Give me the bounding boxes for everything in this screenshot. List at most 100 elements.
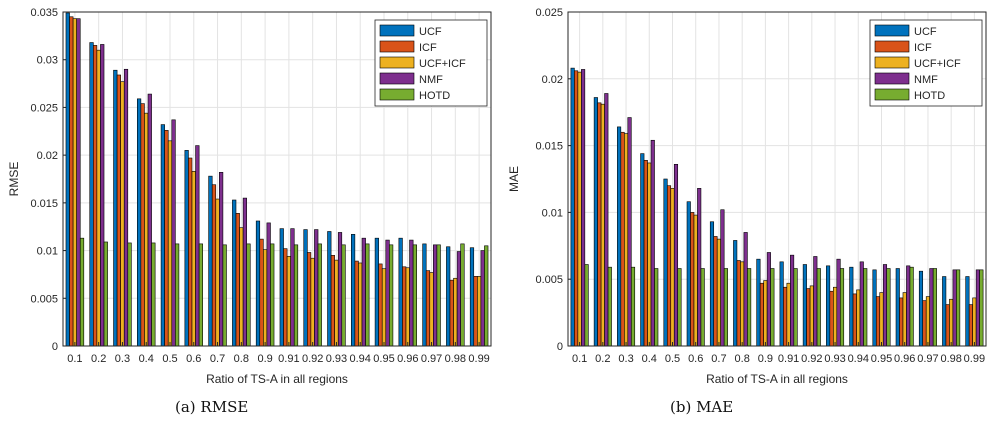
- x-tick-label: 0.2: [91, 353, 106, 365]
- x-tick-label: 0.7: [210, 353, 225, 365]
- x-tick-label: 0.91: [778, 353, 799, 365]
- bar-hotd-0.92: [317, 243, 322, 347]
- bar-ucf-icf-0.5: [670, 188, 675, 347]
- bar-hotd-0.3: [127, 242, 132, 347]
- bar-ucf-icf-0.91: [786, 282, 791, 347]
- bar-icf-0.1: [574, 70, 579, 347]
- x-tick-label: 0.1: [572, 353, 587, 365]
- y-tick-label: 0.015: [30, 198, 58, 210]
- bar-hotd-0.5: [677, 268, 682, 347]
- bar-ucf-icf-0.1: [577, 71, 582, 347]
- bar-ucf-0.5: [160, 124, 165, 347]
- legend-label-ucf: UCF: [419, 26, 442, 38]
- bar-ucf-icf-0.91: [286, 255, 291, 347]
- bar-nmf-0.2: [100, 44, 105, 347]
- bar-ucf-icf-0.4: [647, 162, 652, 347]
- bar-ucf-icf-0.92: [310, 257, 315, 347]
- x-tick-label: 0.4: [642, 353, 657, 365]
- bar-ucf-icf-0.6: [191, 171, 196, 347]
- bar-nmf-0.97: [929, 268, 934, 347]
- bar-nmf-0.8: [242, 197, 247, 347]
- bar-ucf-0.5: [663, 178, 668, 347]
- bar-nmf-0.92: [314, 229, 319, 347]
- x-tick-label: 0.3: [618, 353, 633, 365]
- bar-icf-0.5: [666, 185, 672, 347]
- bar-nmf-0.3: [627, 117, 632, 347]
- x-tick-label: 0.92: [302, 353, 323, 365]
- bar-hotd-0.4: [654, 268, 659, 347]
- bar-ucf-icf-0.94: [856, 289, 861, 347]
- bar-ucf-icf-0.1: [72, 18, 77, 347]
- legend-label-icf: ICF: [419, 42, 437, 54]
- bar-ucf-0.91: [779, 261, 784, 347]
- bar-icf-0.96: [402, 266, 407, 347]
- bar-hotd-0.8: [747, 268, 752, 347]
- bar-nmf-0.5: [171, 119, 176, 347]
- x-axis-label: Ratio of TS-A in all regions: [706, 372, 848, 386]
- bar-hotd-0.99: [979, 269, 984, 347]
- bar-ucf-0.96: [895, 268, 900, 347]
- x-tick-label: 0.9: [758, 353, 773, 365]
- bar-hotd-0.96: [412, 244, 417, 347]
- bar-ucf-0.7: [709, 221, 715, 347]
- x-tick-label: 0.95: [871, 353, 892, 365]
- legend-swatch-nmf: [379, 72, 415, 85]
- bar-hotd-0.94: [863, 268, 868, 347]
- x-tick-label: 0.6: [688, 353, 703, 365]
- x-tick-label: 0.92: [801, 353, 822, 365]
- bar-nmf-0.97: [433, 244, 438, 347]
- bar-hotd-0.93: [839, 268, 845, 347]
- bar-ucf-0.6: [184, 150, 189, 347]
- bar-icf-0.99: [968, 304, 973, 347]
- bar-ucf-icf-0.96: [405, 267, 410, 347]
- legend-swatch-ucf: [379, 24, 415, 37]
- bar-icf-0.96: [899, 297, 904, 347]
- bar-icf-0.99: [473, 276, 478, 347]
- bar-nmf-0.93: [337, 232, 343, 347]
- x-tick-label: 0.1: [67, 353, 82, 365]
- bar-nmf-0.99: [480, 250, 485, 347]
- bar-icf-0.2: [93, 45, 98, 347]
- bar-ucf-icf-0.92: [809, 285, 814, 347]
- bar-ucf-0.94: [351, 234, 356, 347]
- bar-nmf-0.98: [952, 269, 957, 347]
- x-tick-label: 0.97: [917, 353, 938, 365]
- bar-nmf-0.91: [790, 254, 795, 347]
- bar-ucf-icf-0.97: [925, 296, 930, 347]
- y-tick-label: 0.02: [542, 74, 563, 86]
- bar-hotd-0.8: [246, 243, 251, 347]
- bar-icf-0.94: [354, 260, 359, 347]
- bar-icf-0.9: [759, 282, 764, 347]
- legend-swatch-nmf: [874, 72, 910, 85]
- legend-label-ucf-icf: UCF+ICF: [914, 58, 961, 70]
- bar-hotd-0.5: [175, 243, 180, 347]
- bar-ucf-icf-0.98: [949, 298, 954, 347]
- bar-ucf-0.6: [686, 201, 691, 347]
- bar-nmf-0.7: [720, 209, 725, 347]
- legend-swatch-ucf-icf: [874, 56, 910, 69]
- bar-hotd-0.98: [956, 269, 961, 347]
- x-tick-label: 0.5: [665, 353, 680, 365]
- y-tick-label: 0.005: [535, 274, 563, 286]
- bar-icf-0.94: [852, 293, 857, 347]
- bar-ucf-icf-0.4: [144, 112, 149, 347]
- y-tick-label: 0: [557, 341, 563, 353]
- bar-ucf-icf-0.2: [96, 49, 101, 347]
- bar-hotd-0.4: [151, 242, 156, 347]
- bar-nmf-0.1: [76, 18, 81, 347]
- x-tick-label: 0.9: [257, 353, 272, 365]
- bar-ucf-icf-0.9: [763, 280, 768, 347]
- bar-icf-0.6: [188, 157, 193, 347]
- bar-icf-0.93: [330, 255, 335, 347]
- bar-hotd-0.95: [886, 268, 891, 347]
- bar-ucf-0.94: [849, 266, 854, 347]
- x-tick-label: 0.6: [186, 353, 201, 365]
- bar-icf-0.97: [425, 270, 431, 347]
- bar-hotd-0.92: [816, 268, 821, 347]
- bar-nmf-0.95: [385, 239, 390, 347]
- x-tick-label: 0.98: [940, 353, 961, 365]
- rmse-chart-svg: 0 0.005 0.01 0.015 0.02 0.025 0.03 0.035 0.1 0.2 0…: [7, 7, 492, 386]
- bar-nmf-0.1: [581, 69, 586, 347]
- bar-ucf-icf-0.8: [239, 227, 244, 347]
- bar-icf-0.98: [945, 304, 950, 347]
